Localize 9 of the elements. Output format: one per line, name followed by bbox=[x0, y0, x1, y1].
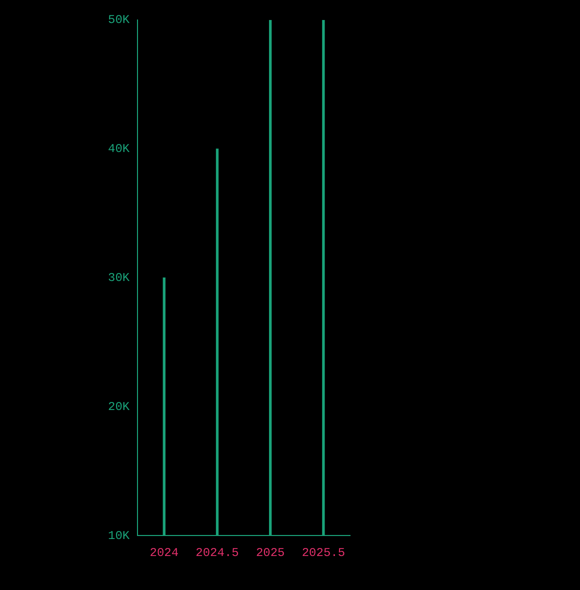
y-tick-label: 10K bbox=[108, 528, 130, 543]
x-tick-label: 2024 bbox=[150, 546, 179, 560]
y-tick-label: 20K bbox=[108, 400, 130, 414]
y-tick-label: 30K bbox=[108, 270, 130, 285]
x-tick-label: 2024.5 bbox=[196, 546, 239, 560]
y-tick-label: 40K bbox=[108, 142, 130, 156]
y-tick-label: 50K bbox=[108, 13, 130, 28]
x-tick-label: 2025 bbox=[256, 546, 285, 560]
x-tick-label: 2025.5 bbox=[302, 546, 346, 560]
